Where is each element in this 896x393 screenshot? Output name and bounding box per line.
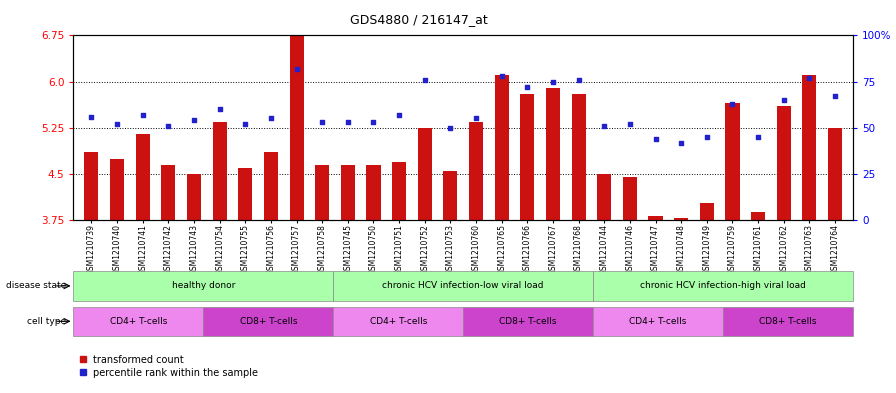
Point (777, 97, 791, 103)
Point (725, 101, 739, 107)
Text: CD4+ T-cells: CD4+ T-cells (369, 317, 427, 326)
Bar (723, 307, 853, 336)
Text: cell type: cell type (27, 317, 72, 326)
Bar (469, 121, 483, 220)
Bar (623, 177, 637, 220)
Text: CD8+ T-cells: CD8+ T-cells (499, 317, 557, 326)
Point (187, 117, 202, 123)
Text: chronic HCV infection-low viral load: chronic HCV infection-low viral load (383, 281, 544, 290)
Point (802, 75, 816, 81)
Point (315, 119, 330, 125)
Point (340, 119, 355, 125)
Point (392, 112, 406, 118)
Bar (110, 158, 125, 220)
Point (649, 136, 663, 142)
Point (366, 119, 381, 125)
Bar (598, 174, 611, 220)
Bar (263, 152, 278, 220)
Point (572, 77, 586, 83)
Point (597, 123, 611, 129)
Bar (73, 271, 333, 301)
Point (84, 114, 99, 120)
Bar (203, 307, 333, 336)
Bar (593, 271, 853, 301)
Bar (593, 307, 723, 336)
Point (700, 134, 714, 140)
Bar (444, 171, 458, 220)
Point (238, 121, 253, 127)
Text: chronic HCV infection-high viral load: chronic HCV infection-high viral load (640, 281, 806, 290)
Point (495, 73, 509, 79)
Point (418, 77, 432, 83)
Bar (495, 75, 509, 220)
Point (110, 121, 125, 127)
Bar (572, 94, 586, 220)
Point (469, 116, 483, 122)
Bar (649, 216, 663, 220)
Bar (333, 307, 463, 336)
Bar (73, 307, 203, 336)
Bar (726, 103, 739, 220)
Bar (828, 128, 842, 220)
Point (546, 79, 560, 85)
Bar (751, 212, 765, 220)
Point (161, 123, 176, 129)
Text: healthy donor: healthy donor (172, 281, 235, 290)
Legend: transformed count, percentile rank within the sample: transformed count, percentile rank withi… (78, 354, 258, 378)
Bar (674, 218, 688, 220)
Bar (315, 165, 329, 220)
Text: disease state: disease state (5, 281, 72, 290)
Point (674, 140, 688, 146)
Point (135, 112, 150, 118)
Point (623, 121, 637, 127)
Bar (463, 307, 593, 336)
Bar (238, 168, 253, 220)
Point (521, 84, 535, 90)
Bar (161, 165, 176, 220)
Bar (212, 121, 227, 220)
Text: GDS4880 / 216147_at: GDS4880 / 216147_at (349, 13, 487, 26)
Bar (777, 106, 791, 220)
Point (289, 66, 304, 72)
Text: CD8+ T-cells: CD8+ T-cells (759, 317, 817, 326)
Point (751, 134, 765, 140)
Point (828, 93, 842, 99)
Bar (392, 162, 406, 220)
Bar (546, 88, 560, 220)
Text: CD4+ T-cells: CD4+ T-cells (629, 317, 687, 326)
Bar (135, 134, 150, 220)
Bar (289, 35, 304, 220)
Point (444, 125, 458, 131)
Text: CD4+ T-cells: CD4+ T-cells (109, 317, 168, 326)
Bar (418, 128, 432, 220)
Bar (333, 271, 593, 301)
Bar (187, 174, 201, 220)
Bar (521, 94, 534, 220)
Bar (340, 165, 355, 220)
Point (263, 116, 278, 122)
Bar (802, 75, 816, 220)
Point (212, 106, 227, 112)
Bar (366, 165, 381, 220)
Text: CD8+ T-cells: CD8+ T-cells (239, 317, 297, 326)
Bar (84, 152, 99, 220)
Bar (700, 204, 714, 220)
